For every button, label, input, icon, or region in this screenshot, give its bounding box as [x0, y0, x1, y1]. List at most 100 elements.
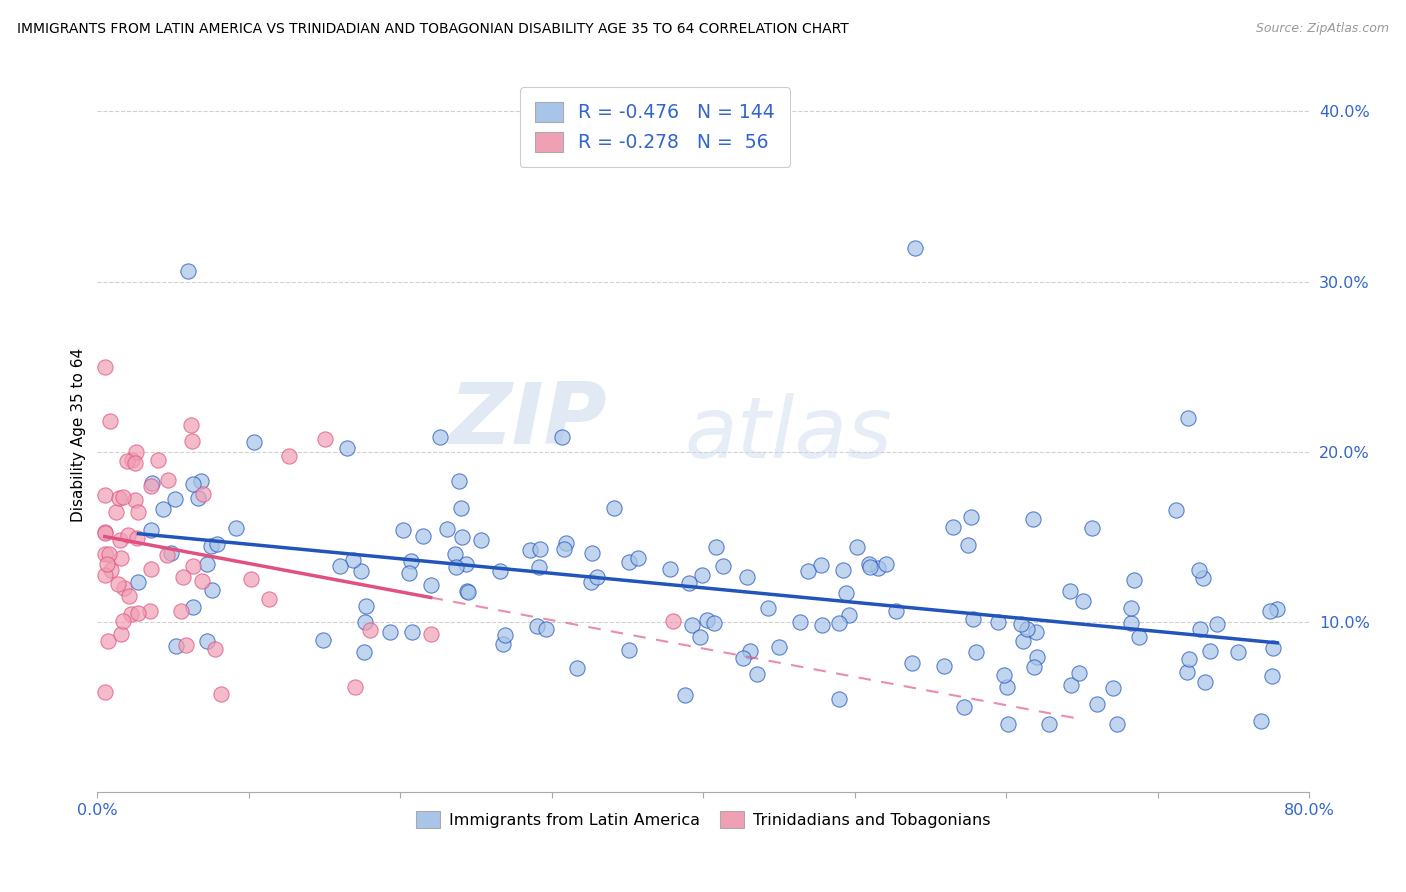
Point: [1107, 717, 1129, 731]
Point: [1198, 644, 1220, 658]
Point: [195, 634, 218, 648]
Point: [617, 556, 640, 570]
Point: [127, 531, 149, 545]
Point: [117, 528, 139, 542]
Point: [125, 444, 148, 458]
Point: [94, 547, 117, 561]
Point: [768, 640, 790, 654]
Point: [311, 633, 333, 648]
Point: [243, 435, 266, 450]
Point: [1038, 717, 1060, 731]
Point: [1121, 600, 1143, 615]
Point: [745, 667, 768, 681]
Point: [205, 537, 228, 551]
Point: [176, 264, 198, 278]
Text: IMMIGRANTS FROM LATIN AMERICA VS TRINIDADIAN AND TOBAGONIAN DISABILITY AGE 35 TO: IMMIGRANTS FROM LATIN AMERICA VS TRINIDA…: [17, 22, 849, 37]
Point: [112, 581, 135, 595]
Point: [960, 509, 983, 524]
Point: [170, 604, 193, 618]
Point: [436, 523, 458, 537]
Point: [127, 505, 149, 519]
Point: [1128, 630, 1150, 644]
Point: [995, 680, 1018, 694]
Point: [1192, 571, 1215, 585]
Point: [987, 615, 1010, 629]
Point: [868, 561, 890, 575]
Point: [470, 533, 492, 547]
Point: [257, 592, 280, 607]
Point: [1021, 512, 1043, 526]
Point: [181, 476, 204, 491]
Point: [1227, 645, 1250, 659]
Point: [239, 572, 262, 586]
Point: [1164, 503, 1187, 517]
Point: [1102, 681, 1125, 695]
Point: [810, 558, 832, 573]
Point: [398, 566, 420, 581]
Point: [617, 643, 640, 657]
Legend: Immigrants from Latin America, Trinidadians and Tobagonians: Immigrants from Latin America, Trinidadi…: [409, 805, 997, 834]
Point: [828, 692, 851, 706]
Point: [342, 553, 364, 567]
Point: [146, 453, 169, 467]
Point: [108, 491, 131, 505]
Point: [579, 574, 602, 589]
Point: [756, 600, 779, 615]
Point: [832, 563, 855, 577]
Point: [1025, 624, 1047, 639]
Point: [391, 524, 413, 538]
Point: [139, 524, 162, 538]
Point: [277, 449, 299, 463]
Point: [942, 520, 965, 534]
Point: [160, 546, 183, 560]
Point: [111, 614, 134, 628]
Point: [115, 454, 138, 468]
Point: [451, 530, 474, 544]
Point: [94, 488, 117, 502]
Point: [180, 418, 202, 433]
Point: [711, 559, 734, 574]
Point: [519, 543, 541, 558]
Point: [901, 657, 924, 671]
Point: [201, 582, 224, 597]
Point: [1260, 669, 1282, 683]
Point: [94, 524, 117, 539]
Point: [662, 614, 685, 628]
Point: [110, 551, 132, 566]
Point: [997, 717, 1019, 731]
Point: [444, 547, 467, 561]
Point: [429, 430, 451, 444]
Point: [176, 638, 198, 652]
Point: [456, 583, 478, 598]
Point: [163, 492, 186, 507]
Point: [858, 557, 880, 571]
Point: [1194, 675, 1216, 690]
Point: [187, 491, 209, 505]
Point: [704, 540, 727, 554]
Point: [121, 453, 143, 467]
Point: [875, 557, 897, 571]
Point: [690, 567, 713, 582]
Point: [1081, 521, 1104, 535]
Text: atlas: atlas: [685, 393, 893, 476]
Point: [1178, 652, 1201, 666]
Point: [494, 627, 516, 641]
Point: [191, 487, 214, 501]
Point: [859, 559, 882, 574]
Point: [139, 604, 162, 618]
Point: [673, 688, 696, 702]
Point: [190, 574, 212, 588]
Point: [1206, 616, 1229, 631]
Point: [165, 639, 187, 653]
Point: [127, 606, 149, 620]
Point: [111, 490, 134, 504]
Point: [353, 644, 375, 658]
Point: [1071, 594, 1094, 608]
Point: [107, 577, 129, 591]
Point: [181, 558, 204, 573]
Point: [156, 548, 179, 562]
Point: [343, 681, 366, 695]
Y-axis label: Disability Age 35 to 64: Disability Age 35 to 64: [72, 348, 86, 522]
Point: [446, 560, 468, 574]
Point: [689, 630, 711, 644]
